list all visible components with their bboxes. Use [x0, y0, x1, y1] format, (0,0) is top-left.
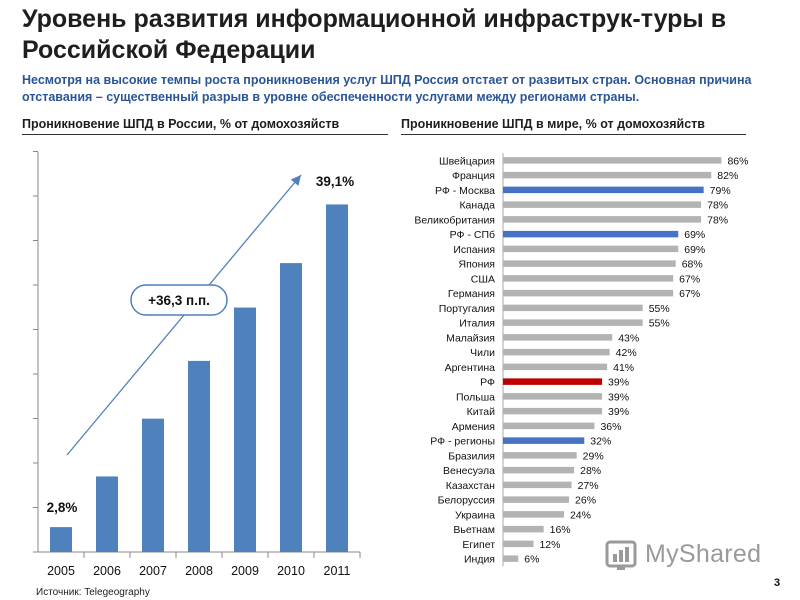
bar-2009	[234, 307, 256, 552]
growth-callout-box	[130, 284, 228, 316]
x-tick-label: 2011	[324, 564, 351, 578]
data-label-first: 2,8%	[47, 500, 78, 515]
x-tick-label: 2006	[93, 564, 121, 578]
data-label-last: 39,1%	[316, 174, 354, 189]
watermark-text: MyShared	[645, 540, 762, 568]
myshared-logo-icon	[605, 540, 637, 570]
bar-2006	[96, 476, 118, 552]
x-tick-label: 2007	[139, 564, 167, 578]
bar-2008	[188, 360, 210, 552]
right-chart-title: Проникновение ШПД в мире, % от домохозяй…	[401, 117, 705, 131]
left-title-rule	[22, 134, 388, 135]
x-tick-label: 2005	[47, 564, 75, 578]
trend-arrow-head	[290, 175, 301, 186]
x-tick-label: 2008	[185, 564, 213, 578]
bar-2005	[50, 527, 72, 552]
growth-callout-text: +36,3 п.п.	[148, 293, 210, 308]
x-tick-label: 2010	[277, 564, 305, 578]
x-tick-label: 2009	[231, 564, 259, 578]
source-note: Источник: Telegeography	[36, 587, 150, 598]
left-chart-title: Проникновение ШПД в России, % от домохоз…	[22, 117, 340, 131]
watermark: MyShared	[605, 538, 765, 576]
bar-2010	[280, 263, 302, 552]
bar-2011	[326, 204, 348, 552]
page-title: Уровень развития информационной инфрастр…	[22, 5, 727, 64]
bar-2007	[142, 418, 164, 552]
right-title-rule	[401, 134, 746, 135]
page-subtitle: Несмотря на высокие темпы роста проникно…	[22, 73, 752, 104]
page-number: 3	[774, 577, 781, 589]
